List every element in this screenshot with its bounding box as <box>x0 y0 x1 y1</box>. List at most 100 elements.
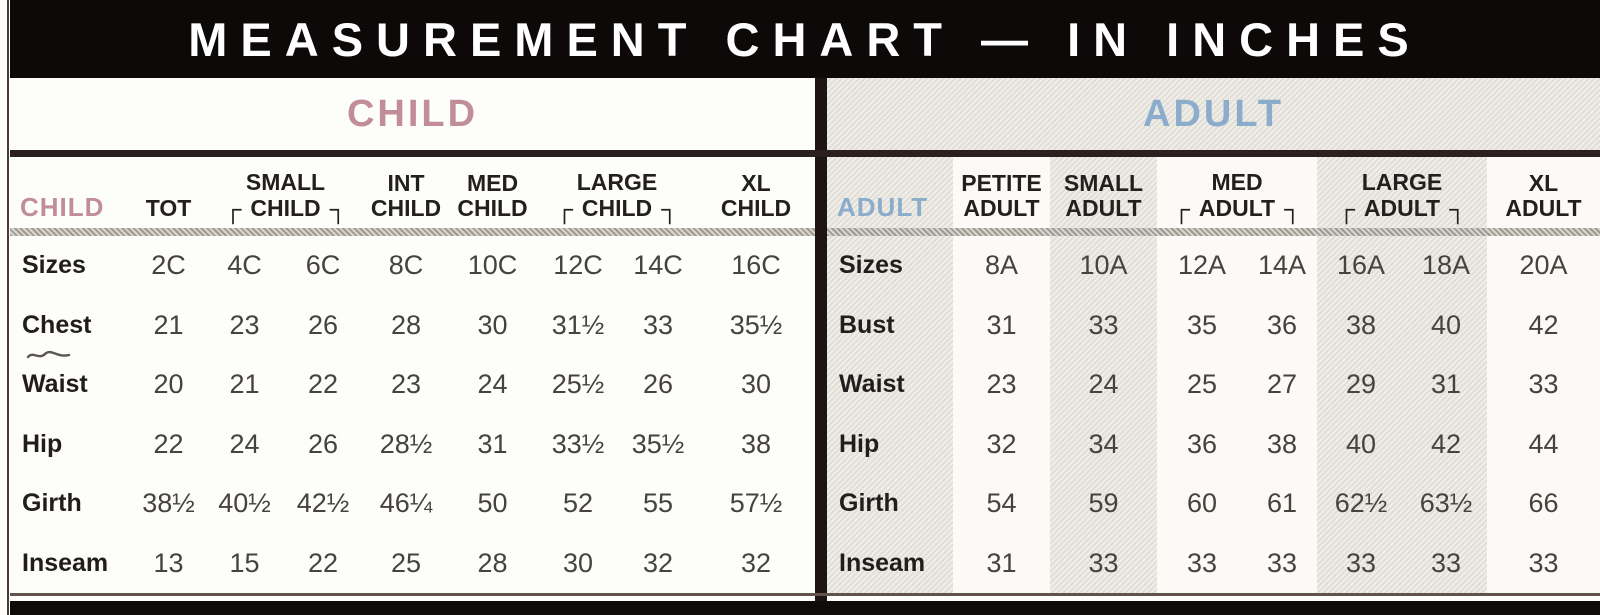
adult-section: ADULT ADULT PETITE ADULT SMALL ADULT MED ┌ A… <box>827 78 1600 593</box>
child-row-label: Sizes <box>22 251 86 280</box>
child-cell: 50 <box>477 488 508 519</box>
adult-cell: 8A <box>984 250 1019 281</box>
child-cell: 57½ <box>729 488 783 519</box>
adult-cell: 32 <box>986 428 1017 459</box>
child-cell: 25 <box>390 547 422 578</box>
child-row-label: Girth <box>22 489 82 518</box>
child-cell: 38 <box>740 428 772 459</box>
child-cell: 26 <box>307 428 339 459</box>
child-col-int: INT CHILD <box>370 170 442 222</box>
adult-cell: 40 <box>1430 309 1462 340</box>
bracket-left: ┌ <box>555 196 573 224</box>
adult-cell: 44 <box>1528 428 1559 459</box>
child-cell: 22 <box>307 547 339 578</box>
child-cell: 26 <box>642 369 674 400</box>
adult-cell: 59 <box>1088 488 1119 519</box>
child-cell: 26 <box>307 309 339 340</box>
child-cell: 21 <box>229 369 260 400</box>
adult-cell: 33 <box>1186 547 1218 578</box>
bracket-right: ┐ <box>1449 196 1467 224</box>
bracket-right: ┐ <box>661 196 679 224</box>
adult-row-label: Hip <box>839 429 880 458</box>
page-title: MEASUREMENT CHART — IN INCHES <box>188 12 1422 66</box>
child-cell: 21 <box>153 309 184 340</box>
child-cell: 33½ <box>551 428 605 459</box>
child-cell: 23 <box>390 369 422 400</box>
adult-cell: 23 <box>986 369 1017 400</box>
section-divider <box>815 78 827 601</box>
child-cell: 28 <box>390 309 422 340</box>
child-banner: CHILD <box>346 92 479 135</box>
adult-cell: 60 <box>1186 488 1218 519</box>
adult-cell: 42 <box>1528 309 1559 340</box>
adult-cell: 31 <box>986 309 1017 340</box>
child-corner-label: CHILD <box>20 191 105 222</box>
child-cell: 24 <box>229 428 260 459</box>
child-col-xl: XL CHILD <box>720 170 792 222</box>
child-col-small: SMALL ┌ CHILD ┐ <box>224 169 347 224</box>
child-col-tot: TOT <box>145 195 192 222</box>
child-cell: 16C <box>731 250 781 281</box>
adult-cell: 24 <box>1088 369 1119 400</box>
adult-cell: 36 <box>1266 309 1298 340</box>
child-cell: 40½ <box>218 488 271 519</box>
child-cell: 8C <box>388 250 424 281</box>
adult-cell: 10A <box>1079 250 1128 281</box>
adult-corner-label: ADULT <box>837 191 929 222</box>
child-cell: 25½ <box>551 369 605 400</box>
horizontal-rule <box>10 150 1600 157</box>
adult-col-xl: XL ADULT <box>1505 170 1582 222</box>
child-cell: 22 <box>153 428 184 459</box>
child-cell: 35½ <box>729 309 783 340</box>
child-cell: 55 <box>642 488 674 519</box>
child-cell: 30 <box>562 547 594 578</box>
child-cell: 52 <box>562 488 594 519</box>
adult-cell: 31 <box>1430 369 1462 400</box>
adult-cell: 27 <box>1266 369 1298 400</box>
child-cell: 42½ <box>296 488 350 519</box>
child-col-med: MED CHILD <box>457 170 528 222</box>
adult-cell: 29 <box>1345 369 1377 400</box>
adult-cell: 42 <box>1430 428 1462 459</box>
adult-row-label: Waist <box>839 370 905 399</box>
child-cell: 13 <box>153 547 184 578</box>
adult-cell: 63½ <box>1419 488 1473 519</box>
child-cell: 6C <box>305 250 341 281</box>
bracket-left: ┌ <box>224 196 242 224</box>
adult-cell: 54 <box>986 488 1017 519</box>
bracket-left: ┌ <box>1172 196 1190 224</box>
child-cell: 31½ <box>551 309 605 340</box>
bottom-bar <box>10 601 1600 615</box>
child-cell: 23 <box>229 309 260 340</box>
child-cell: 15 <box>229 547 260 578</box>
adult-cell: 33 <box>1528 369 1559 400</box>
child-row-label: Chest <box>22 310 92 339</box>
adult-cell: 40 <box>1345 428 1377 459</box>
child-cell: 2C <box>151 250 186 281</box>
adult-cell: 33 <box>1266 547 1298 578</box>
bracket-right: ┐ <box>329 196 347 224</box>
child-cell: 28½ <box>379 428 433 459</box>
adult-cell: 62½ <box>1334 488 1388 519</box>
adult-col-large: LARGE ┌ ADULT ┐ <box>1337 169 1467 224</box>
adult-cell: 12A <box>1177 250 1227 281</box>
adult-cell: 25 <box>1186 369 1218 400</box>
adult-col-small: SMALL ADULT <box>1063 170 1144 222</box>
adult-row-label: Sizes <box>839 251 903 280</box>
child-cell: 38½ <box>142 488 195 519</box>
child-table: CHILD TOT SMALL ┌ CHILD ┐ INT CHILD MED CHILD… <box>10 157 815 593</box>
adult-cell: 34 <box>1088 428 1119 459</box>
adult-cell: 61 <box>1266 488 1298 519</box>
child-cell: 35½ <box>631 428 685 459</box>
child-cell: 4C <box>227 250 262 281</box>
header-separator <box>827 228 1600 236</box>
adult-col-petite: PETITE ADULT <box>961 170 1042 222</box>
adult-cell: 38 <box>1266 428 1298 459</box>
adult-col-med: MED ┌ ADULT ┐ <box>1172 169 1302 224</box>
child-cell: 30 <box>477 309 508 340</box>
child-cell: 30 <box>740 369 772 400</box>
child-section: CHILD CHILD TOT SMALL ┌ CHILD ┐ INT CHILD ME… <box>10 78 815 593</box>
adult-row-label: Inseam <box>839 548 926 577</box>
child-col-large: LARGE ┌ CHILD ┐ <box>555 169 679 224</box>
